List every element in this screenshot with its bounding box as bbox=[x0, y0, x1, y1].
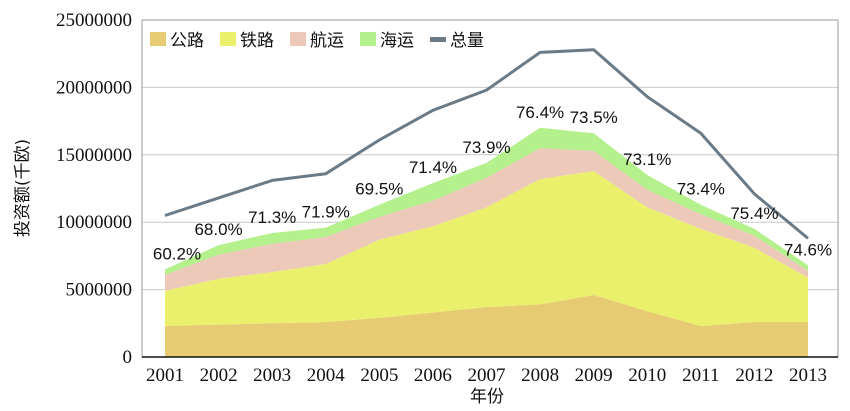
stacked-areas bbox=[165, 127, 808, 357]
plot-frame bbox=[141, 19, 839, 358]
percent-label-10: 73.4% bbox=[677, 180, 725, 199]
x-tick-7: 2008 bbox=[521, 365, 559, 386]
x-tick-0: 2001 bbox=[146, 365, 184, 386]
y-tick-1: 5000000 bbox=[66, 280, 133, 301]
x-axis-label: 年份 bbox=[470, 387, 504, 407]
percent-label-12: 74.6% bbox=[784, 240, 832, 259]
x-tick-5: 2006 bbox=[414, 365, 452, 386]
legend: 公路 铁路 航运 海运 总量 bbox=[150, 31, 484, 51]
legend-label-4: 总量 bbox=[450, 31, 484, 51]
area-series-2 bbox=[165, 148, 808, 291]
percent-label-5: 71.4% bbox=[409, 158, 457, 177]
percent-label-2: 71.3% bbox=[248, 208, 296, 227]
percent-label-7: 76.4% bbox=[516, 103, 564, 122]
legend-label-2: 航运 bbox=[310, 31, 344, 51]
percent-label-3: 71.9% bbox=[302, 203, 350, 222]
percent-label-11: 75.4% bbox=[730, 204, 778, 223]
x-tick-10: 2011 bbox=[682, 365, 719, 386]
area-series-1 bbox=[165, 171, 808, 326]
legend-label-1: 铁路 bbox=[240, 31, 274, 51]
x-tick-1: 2002 bbox=[200, 365, 238, 386]
percent-label-8: 73.5% bbox=[570, 108, 618, 127]
percent-label-4: 69.5% bbox=[355, 180, 403, 199]
x-tick-8: 2009 bbox=[575, 365, 613, 386]
x-tick-11: 2012 bbox=[735, 365, 773, 386]
legend-label-0: 公路 bbox=[170, 31, 204, 51]
legend-swatch-1 bbox=[220, 32, 236, 46]
legend-swatch-2 bbox=[290, 32, 306, 46]
x-tick-6: 2007 bbox=[468, 365, 506, 386]
x-tick-2: 2003 bbox=[253, 365, 291, 386]
legend-swatch-4 bbox=[430, 37, 446, 42]
y-tick-3: 15000000 bbox=[56, 145, 132, 166]
y-tick-4: 20000000 bbox=[56, 77, 132, 98]
y-axis-label: 投资额(千欧) bbox=[13, 139, 33, 237]
x-tick-labels: 2001 2002 2003 2004 2005 2006 2007 2008 2009 2010… bbox=[146, 365, 827, 386]
percent-annotations: 60.2% 68.0% 71.3% 71.9% 69.5% 71.4% 73.9% 76.4%… bbox=[153, 103, 832, 264]
x-tick-9: 2010 bbox=[628, 365, 666, 386]
legend-swatch-0 bbox=[150, 32, 166, 46]
percent-label-6: 73.9% bbox=[462, 138, 510, 157]
area-series-3 bbox=[165, 127, 808, 275]
x-tick-4: 2005 bbox=[360, 365, 398, 386]
percent-label-1: 68.0% bbox=[194, 220, 242, 239]
y-tick-2: 10000000 bbox=[56, 212, 132, 233]
percent-label-9: 73.1% bbox=[623, 150, 671, 169]
x-tick-12: 2013 bbox=[789, 365, 827, 386]
area-series-0 bbox=[165, 295, 808, 357]
x-tick-3: 2004 bbox=[307, 365, 346, 386]
y-tick-5: 25000000 bbox=[56, 10, 132, 31]
y-tick-0: 0 bbox=[123, 347, 133, 368]
legend-label-3: 海运 bbox=[380, 31, 414, 51]
percent-label-0: 60.2% bbox=[153, 244, 201, 263]
y-tick-labels: 0 5000000 10000000 15000000 20000000 25000000 bbox=[56, 10, 132, 368]
total-line bbox=[164, 48, 809, 240]
total-line-path bbox=[164, 48, 809, 240]
legend-swatch-3 bbox=[360, 32, 376, 46]
